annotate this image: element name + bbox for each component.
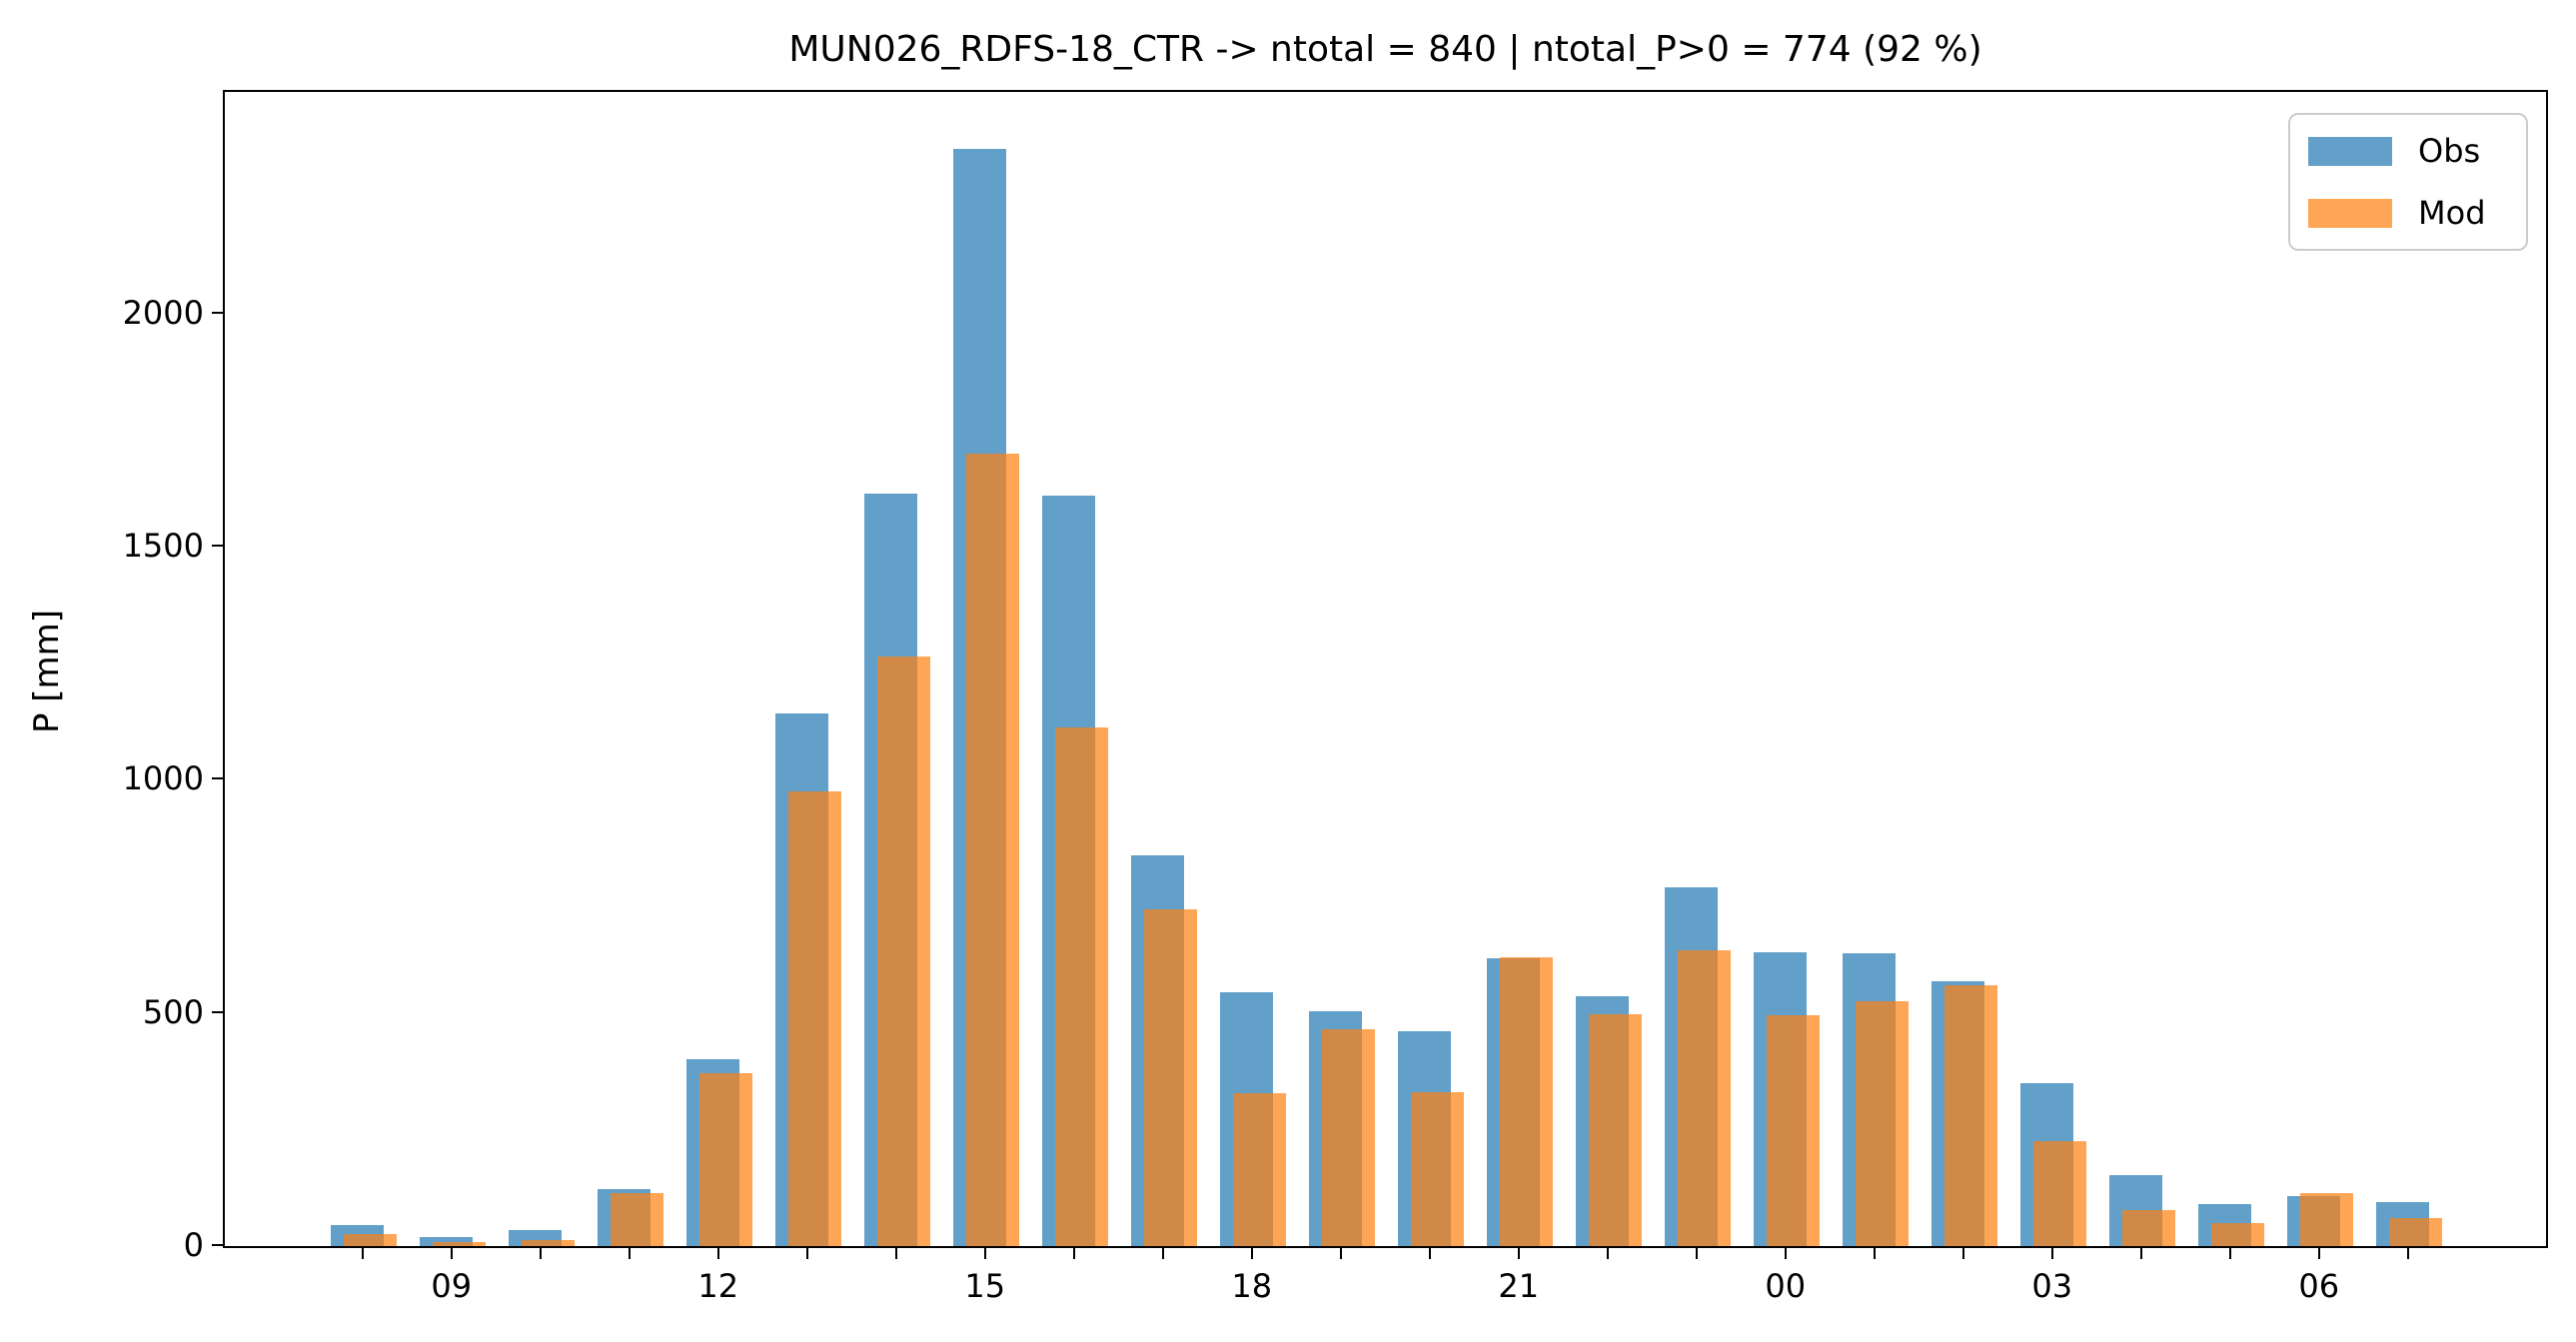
bar-mod-00 [1767, 1014, 1821, 1246]
x-tick [2139, 1246, 2142, 1259]
y-tick [212, 1244, 225, 1246]
y-tick-label: 500 [142, 992, 204, 1031]
legend-label-mod: Mod [2418, 194, 2486, 232]
x-tick-label: 12 [697, 1267, 739, 1305]
x-tick [1339, 1246, 1342, 1259]
x-tick [1695, 1246, 1698, 1259]
bar-mod-20 [1411, 1092, 1465, 1246]
chart-title: MUN026_RDFS-18_CTR -> ntotal = 840 | nto… [788, 29, 1982, 70]
x-tick [628, 1246, 631, 1259]
x-tick [450, 1246, 453, 1259]
x-tick [1250, 1246, 1253, 1259]
right-spine [2546, 90, 2548, 1248]
x-tick-label: 18 [1231, 1267, 1273, 1305]
x-tick [1873, 1246, 1876, 1259]
bar-obs-09 [420, 1237, 474, 1246]
bar-mod-08 [344, 1233, 398, 1246]
legend-label-obs: Obs [2418, 132, 2481, 170]
x-tick [1428, 1246, 1431, 1259]
bar-mod-07 [2389, 1218, 2443, 1246]
plot-area [225, 92, 2546, 1246]
bar-mod-04 [2122, 1210, 2176, 1246]
bar-mod-02 [1944, 985, 1998, 1246]
x-tick [1784, 1246, 1787, 1259]
bar-mod-19 [1322, 1029, 1376, 1246]
y-tick [212, 311, 225, 314]
legend: Obs Mod [2288, 113, 2528, 251]
bar-mod-16 [1055, 726, 1109, 1246]
obs-swatch-icon [2308, 136, 2392, 166]
bar-mod-18 [1233, 1093, 1287, 1246]
x-tick [1606, 1246, 1609, 1259]
x-tick [2406, 1246, 2409, 1259]
x-tick [539, 1246, 542, 1259]
bar-mod-17 [1144, 909, 1198, 1246]
x-tick-label: 21 [1498, 1267, 1540, 1305]
bar-mod-10 [522, 1239, 576, 1246]
bar-mod-05 [2211, 1222, 2265, 1246]
bar-mod-03 [2033, 1141, 2087, 1246]
x-tick [983, 1246, 986, 1259]
x-tick [1161, 1246, 1164, 1259]
x-tick-label: 03 [2031, 1267, 2073, 1305]
y-tick-label: 1500 [122, 526, 204, 565]
top-spine [223, 90, 2548, 92]
x-tick [1517, 1246, 1520, 1259]
bar-mod-09 [433, 1242, 487, 1246]
bar-mod-23 [1678, 950, 1732, 1246]
x-tick-label: 15 [964, 1267, 1006, 1305]
bar-mod-12 [699, 1072, 753, 1246]
x-tick [2228, 1246, 2231, 1259]
x-tick [805, 1246, 808, 1259]
x-tick [1961, 1246, 1964, 1259]
mod-swatch-icon [2308, 198, 2392, 228]
x-tick-label: 06 [2298, 1267, 2340, 1305]
bar-mod-11 [611, 1193, 664, 1246]
bar-mod-13 [788, 790, 842, 1246]
bar-mod-06 [2300, 1192, 2354, 1246]
y-tick-label: 1000 [122, 759, 204, 798]
y-tick [212, 777, 225, 780]
x-tick [361, 1246, 364, 1259]
x-tick [716, 1246, 719, 1259]
x-tick [894, 1246, 897, 1259]
y-tick-label: 0 [183, 1226, 204, 1264]
y-axis-label: P [mm] [27, 609, 67, 734]
bar-mod-14 [877, 656, 931, 1246]
y-tick [212, 1010, 225, 1013]
x-tick [2050, 1246, 2053, 1259]
bar-mod-22 [1589, 1014, 1643, 1246]
y-tick [212, 544, 225, 547]
legend-item-mod: Mod [2308, 197, 2526, 229]
y-tick-label: 2000 [122, 293, 204, 332]
legend-item-obs: Obs [2308, 135, 2526, 167]
x-tick [1072, 1246, 1075, 1259]
left-spine [223, 90, 225, 1248]
bottom-spine [223, 1246, 2548, 1248]
bar-mod-15 [966, 454, 1020, 1246]
bar-mod-21 [1500, 956, 1554, 1246]
x-tick [2317, 1246, 2320, 1259]
bar-mod-01 [1856, 1001, 1910, 1246]
x-tick-label: 09 [431, 1267, 473, 1305]
x-tick-label: 00 [1765, 1267, 1807, 1305]
